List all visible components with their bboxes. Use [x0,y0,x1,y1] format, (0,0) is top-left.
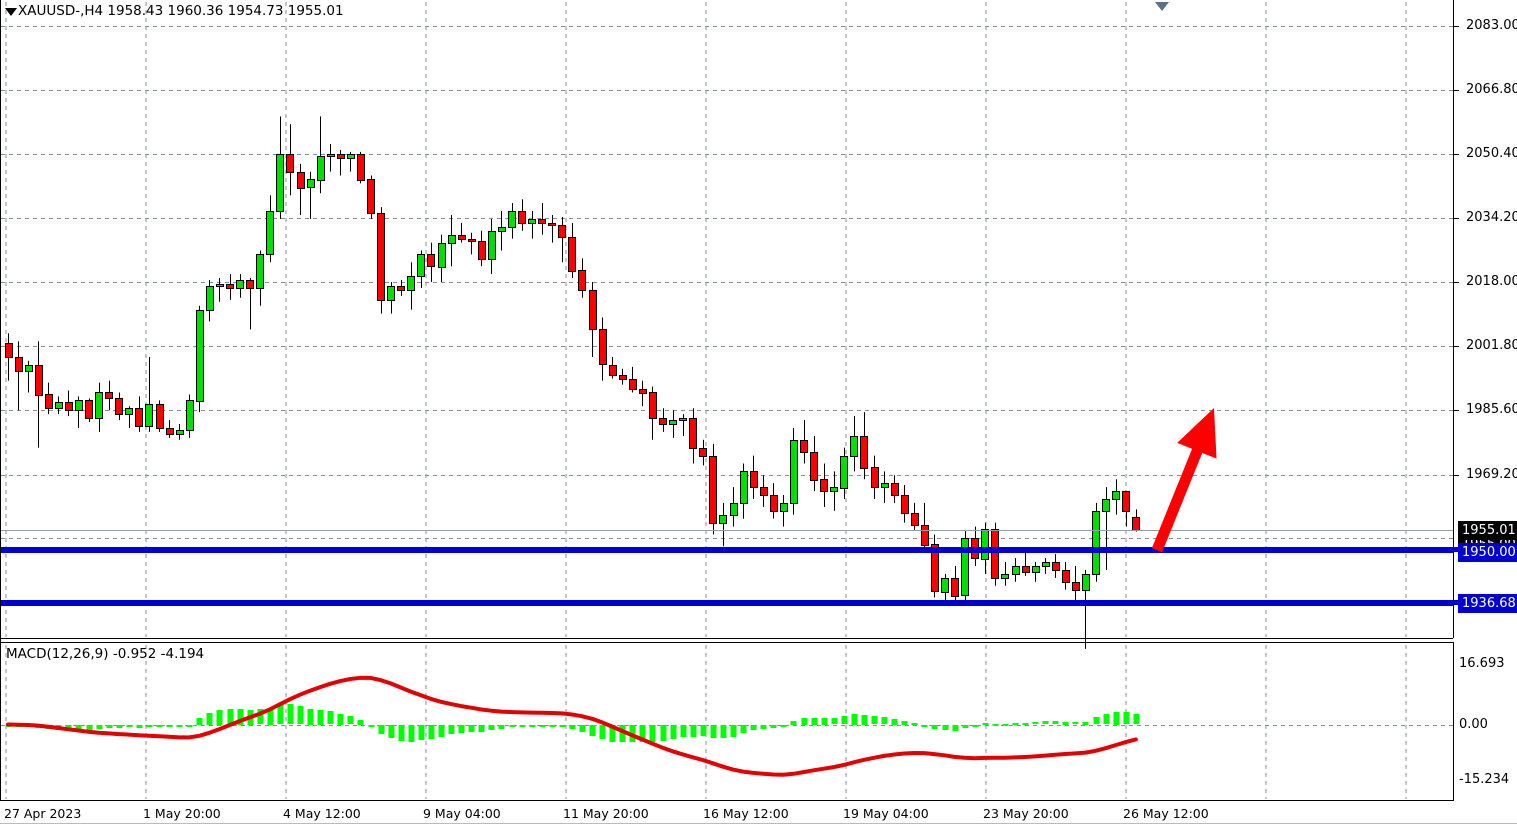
price-tick-mark [1454,90,1459,91]
chart-collapse-triangle-icon[interactable] [5,8,17,16]
price-tick-mark [1454,218,1459,219]
price-pane[interactable] [0,0,1453,638]
price-tick-label: 2018.00 [1466,274,1517,290]
macd-pane-top-border [0,638,1453,639]
time-tick-label: 1 May 20:00 [143,806,221,821]
price-tick-label: 2034.20 [1466,210,1517,226]
time-tick-label: 11 May 20:00 [563,806,649,821]
bullish-arrow[interactable] [1151,408,1217,553]
price-axis-divider [1453,0,1454,638]
price-tick-label: 1985.60 [1466,401,1517,417]
price-tick-label: 2050.40 [1466,146,1517,162]
time-tick-label: 26 May 12:00 [1123,806,1209,821]
level-price-tag-1936[interactable]: 1936.68 [1458,593,1517,613]
macd-axis-divider [1453,642,1454,801]
price-tick-mark [1454,410,1459,411]
time-axis-bottom-border [0,823,1517,824]
price-tick-label: 1969.20 [1466,466,1517,482]
price-tick-mark [1454,282,1459,283]
object-marker-triangle-icon[interactable] [1155,2,1169,11]
price-tick-mark [1454,346,1459,347]
macd-pane-bottom-border [0,800,1453,801]
time-tick-label: 19 May 04:00 [843,806,929,821]
macd-pane-top-border2 [0,642,1453,643]
time-tick-label: 23 May 20:00 [983,806,1069,821]
macd-tick-label: 0.00 [1459,716,1488,732]
price-tick-mark [1454,475,1459,476]
price-tick-mark [1454,26,1459,27]
level-price-tag-1950[interactable]: 1950.00 [1458,543,1517,563]
symbol-ohlc-header: XAUUSD-,H4 1958.43 1960.36 1954.73 1955.… [18,3,344,19]
chart-left-border [0,0,1,801]
macd-tick-label: -15.234 [1459,771,1510,787]
time-tick-label: 16 May 12:00 [703,806,789,821]
level-tag-connector [1453,547,1460,552]
macd-indicator-label: MACD(12,26,9) -0.952 -4.194 [6,646,205,662]
time-tick-label: 27 Apr 2023 [4,806,82,821]
price-tick-mark [1454,154,1459,155]
current-price-tag[interactable]: 1955.01 [1458,521,1517,541]
time-tick-label: 9 May 04:00 [423,806,501,821]
time-tick-label: 4 May 12:00 [283,806,361,821]
macd-tick-label: 16.693 [1459,656,1505,672]
level-tag-connector [1453,600,1460,605]
price-tick-label: 2083.00 [1466,17,1517,33]
price-tick-label: 2001.80 [1466,337,1517,353]
price-tick-label: 2066.80 [1466,81,1517,97]
